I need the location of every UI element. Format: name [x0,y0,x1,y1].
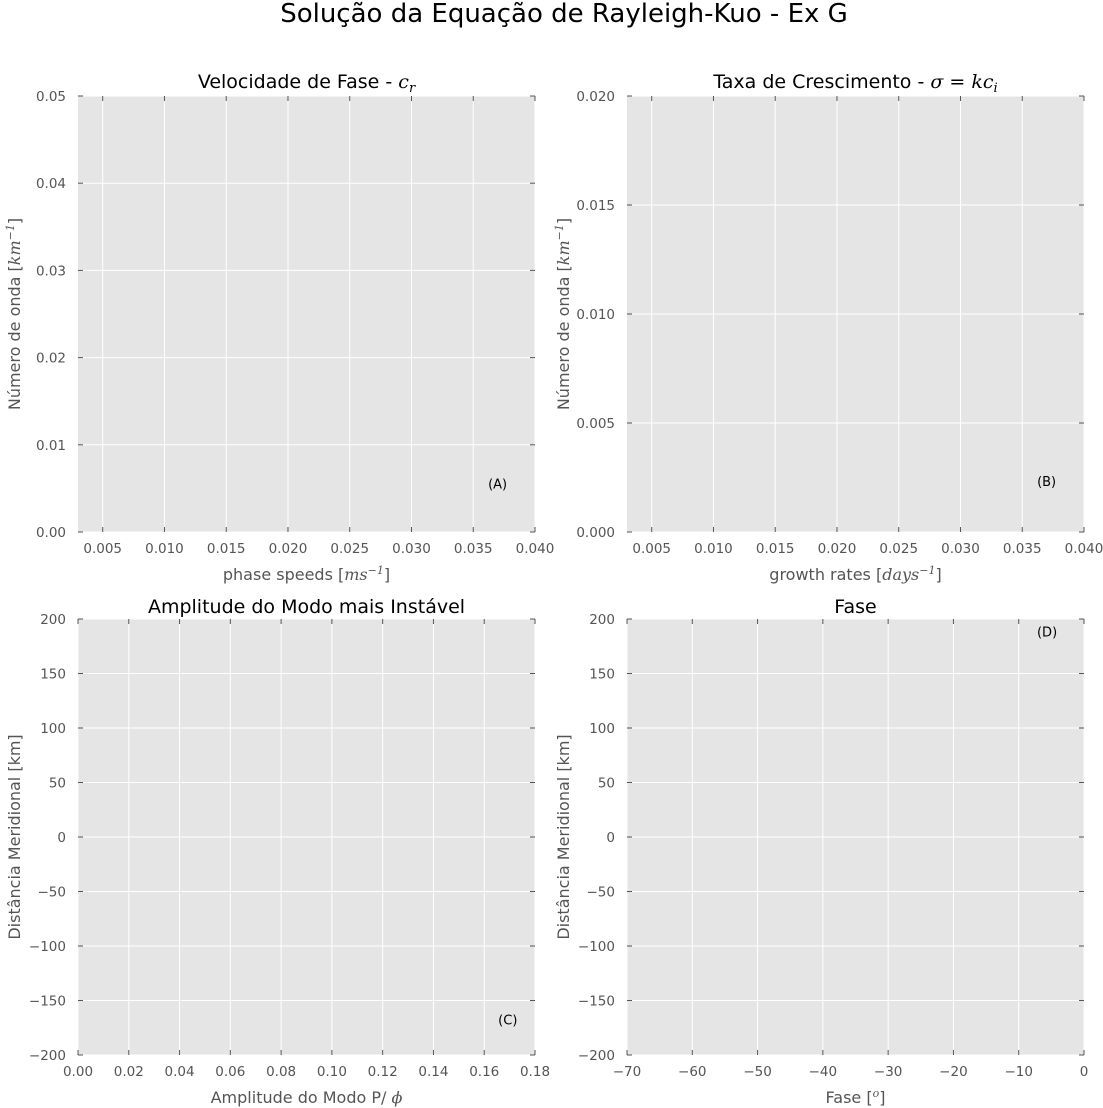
x-tick-label: −50 [743,1064,772,1080]
panel-title: Fase [834,596,876,618]
x-tick-label: 0.020 [269,541,308,557]
y-tick-label: 50 [598,776,615,792]
x-tick-label: 0.010 [145,541,184,557]
x-tick-label: 0.04 [165,1064,195,1080]
panel-d: −70 −60 −50 −40 −30 −20 −10 0−200−150−100−50050… [554,596,1088,1107]
x-tick-label: 0.035 [454,541,493,557]
x-tick-label: 0 [1080,1064,1089,1080]
y-axis-label: Número de onda [km−1] [4,218,24,410]
x-tick-label: 0.10 [317,1064,347,1080]
x-tick-label: −60 [678,1064,707,1080]
figure-suptitle: Solução da Equação de Rayleigh-Kuo - Ex … [280,0,848,29]
y-axis-label: Distância Meridional [km] [554,734,573,939]
x-tick-label: 0.010 [694,541,733,557]
x-tick-label: 0.16 [469,1064,499,1080]
x-tick-label: −30 [874,1064,903,1080]
x-tick-label: 0.040 [516,541,555,557]
y-tick-label: −50 [38,885,67,901]
y-tick-label: 0.005 [576,416,615,432]
y-tick-label: 0.00 [36,525,66,541]
y-axis-label: Número de onda [km−1] [553,218,573,410]
y-tick-label: 0.010 [576,307,615,323]
x-axis-label: Fase [o] [826,1087,886,1107]
y-tick-label: 0.03 [36,263,66,279]
panel-annotation: (A) [488,477,507,492]
plot-area [78,96,535,532]
y-tick-label: −100 [29,939,66,955]
x-tick-label: −20 [939,1064,968,1080]
x-tick-label: 0.015 [207,541,246,557]
y-tick-label: −200 [29,1048,66,1064]
x-tick-label: 0.020 [818,541,857,557]
y-tick-label: 100 [589,721,615,737]
panel-title: Amplitude do Modo mais Instável [148,596,465,618]
y-tick-label: 100 [40,721,66,737]
y-tick-label: −150 [578,994,615,1010]
x-tick-label: 0.00 [63,1064,93,1080]
panel-c: 0.00 0.02 0.04 0.06 0.08 0.10 0.12 0.14 0.16 0.18… [5,596,550,1107]
y-tick-label: −100 [578,939,615,955]
x-tick-label: 0.030 [392,541,431,557]
x-tick-label: 0.08 [266,1064,296,1080]
x-tick-label: 0.14 [418,1064,448,1080]
x-tick-label: 0.005 [83,541,122,557]
y-tick-label: 150 [589,667,615,683]
x-tick-label: 0.015 [756,541,795,557]
panel-b: 0.005 0.010 0.015 0.020 0.025 0.030 0.035 0.040… [553,71,1103,584]
x-tick-label: −10 [1004,1064,1033,1080]
y-axis-label: Distância Meridional [km] [5,734,24,939]
y-tick-label: −200 [578,1048,615,1064]
x-tick-label: 0.035 [1003,541,1042,557]
y-tick-label: −150 [29,994,66,1010]
x-tick-label: 0.025 [879,541,918,557]
x-tick-label: 0.06 [215,1064,245,1080]
y-tick-label: 200 [40,612,66,628]
y-tick-label: 0.000 [576,525,615,541]
y-tick-label: 0.05 [36,89,66,105]
x-tick-label: 0.040 [1065,541,1103,557]
x-tick-label: 0.02 [114,1064,144,1080]
panel-title: Taxa de Crescimento - σ = kci [712,71,997,96]
y-tick-label: 0 [57,830,66,846]
panel-annotation: (B) [1037,475,1056,490]
y-tick-label: 0 [606,830,615,846]
x-axis-label: phase speeds [ms−1] [223,564,390,584]
y-tick-label: −50 [587,885,616,901]
x-tick-label: 0.025 [330,541,369,557]
y-tick-label: 150 [40,667,66,683]
x-tick-label: −40 [809,1064,838,1080]
x-tick-label: 0.12 [368,1064,398,1080]
y-tick-label: 0.04 [36,176,66,192]
y-tick-label: 200 [589,612,615,628]
y-tick-label: 0.02 [36,351,66,367]
x-axis-label: Amplitude do Modo P/ ϕ [211,1088,403,1107]
x-axis-label: growth rates [days−1] [769,564,941,584]
x-tick-label: 0.18 [520,1064,550,1080]
panel-title: Velocidade de Fase - cr [198,71,416,96]
panel-a: 0.005 0.010 0.015 0.020 0.025 0.030 0.035 0.040… [4,71,554,584]
y-tick-label: 0.020 [576,89,615,105]
y-tick-label: 50 [49,776,66,792]
panel-annotation: (C) [498,1013,517,1028]
y-tick-label: 0.015 [576,198,615,214]
panel-annotation: (D) [1037,625,1057,640]
x-tick-label: −70 [613,1064,642,1080]
x-tick-label: 0.030 [941,541,980,557]
x-tick-label: 0.005 [632,541,671,557]
y-tick-label: 0.01 [36,438,66,454]
